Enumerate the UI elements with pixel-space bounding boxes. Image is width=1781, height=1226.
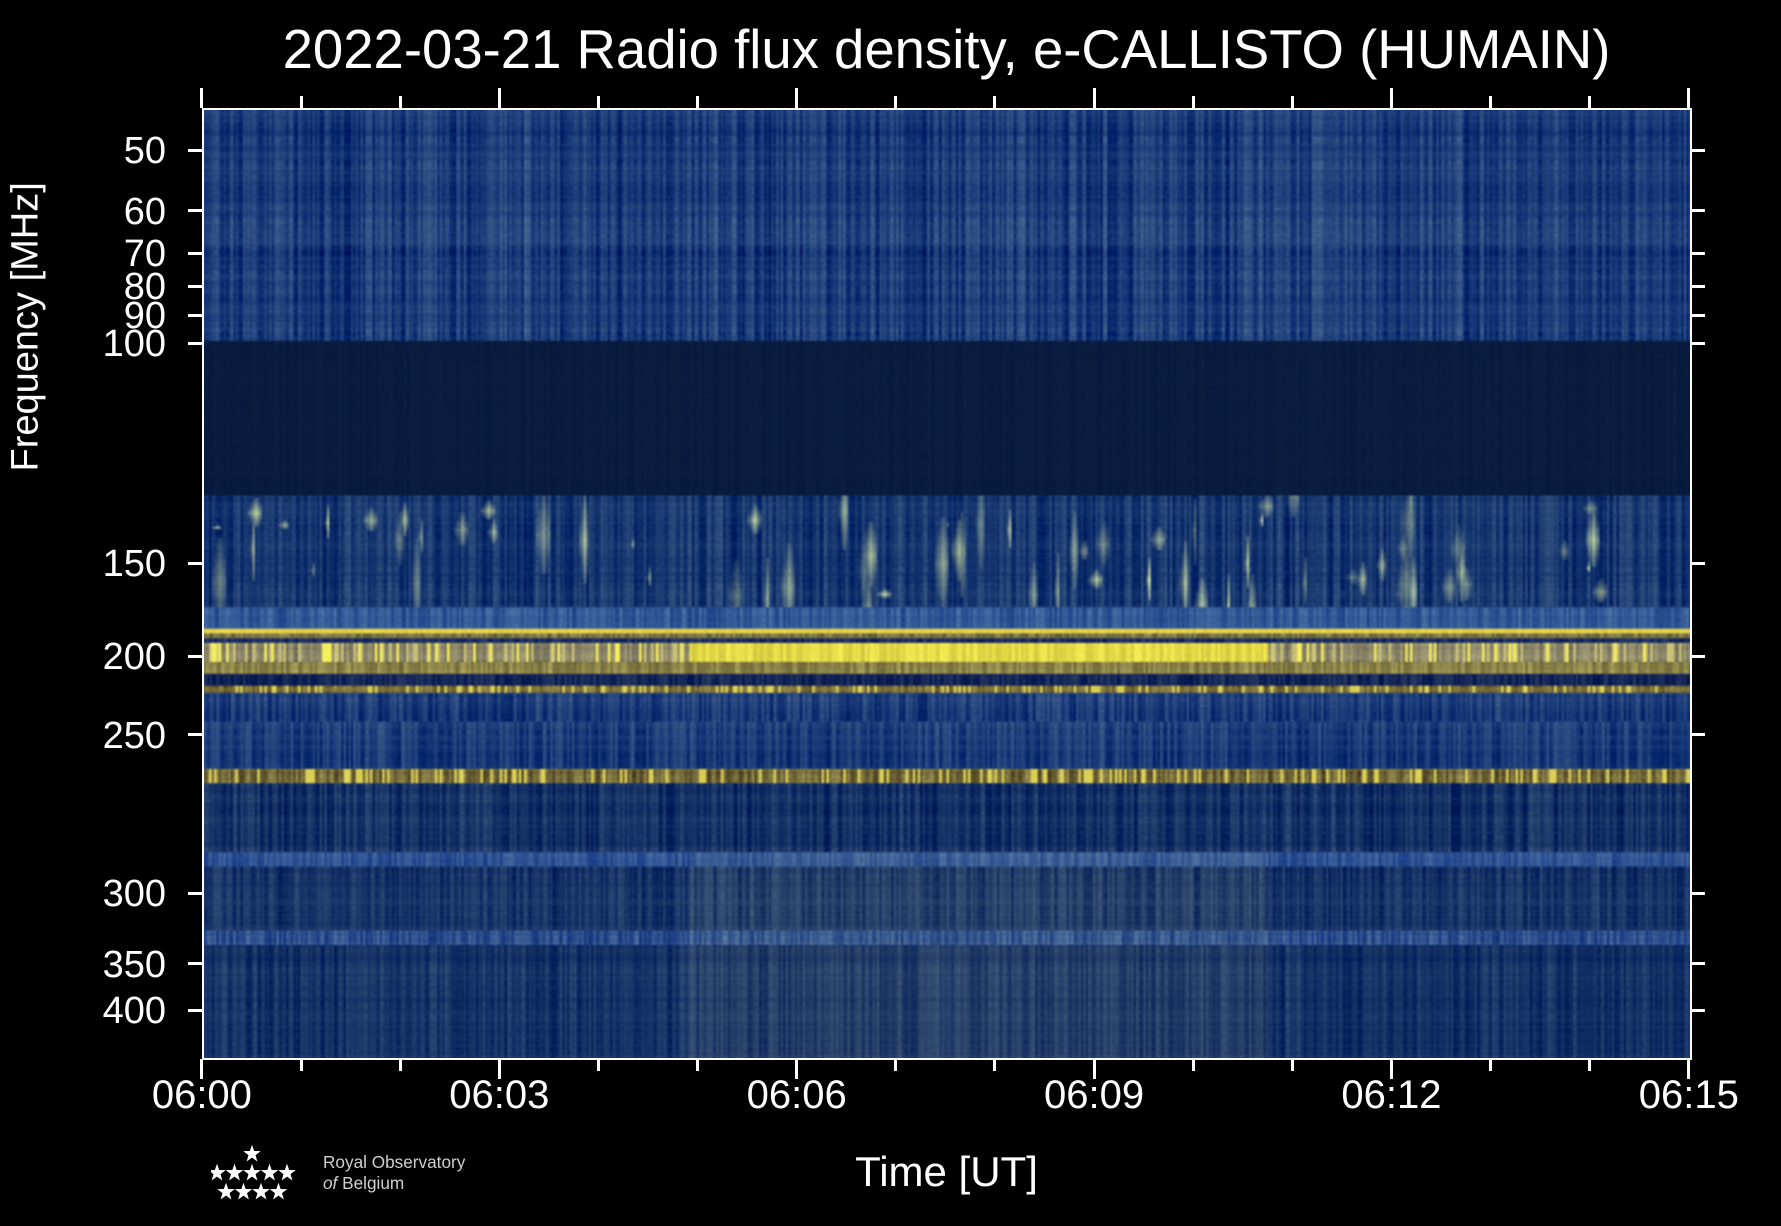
svg-text:of Belgium: of Belgium (323, 1173, 404, 1193)
svg-text:Royal Observatory: Royal Observatory (323, 1152, 466, 1172)
